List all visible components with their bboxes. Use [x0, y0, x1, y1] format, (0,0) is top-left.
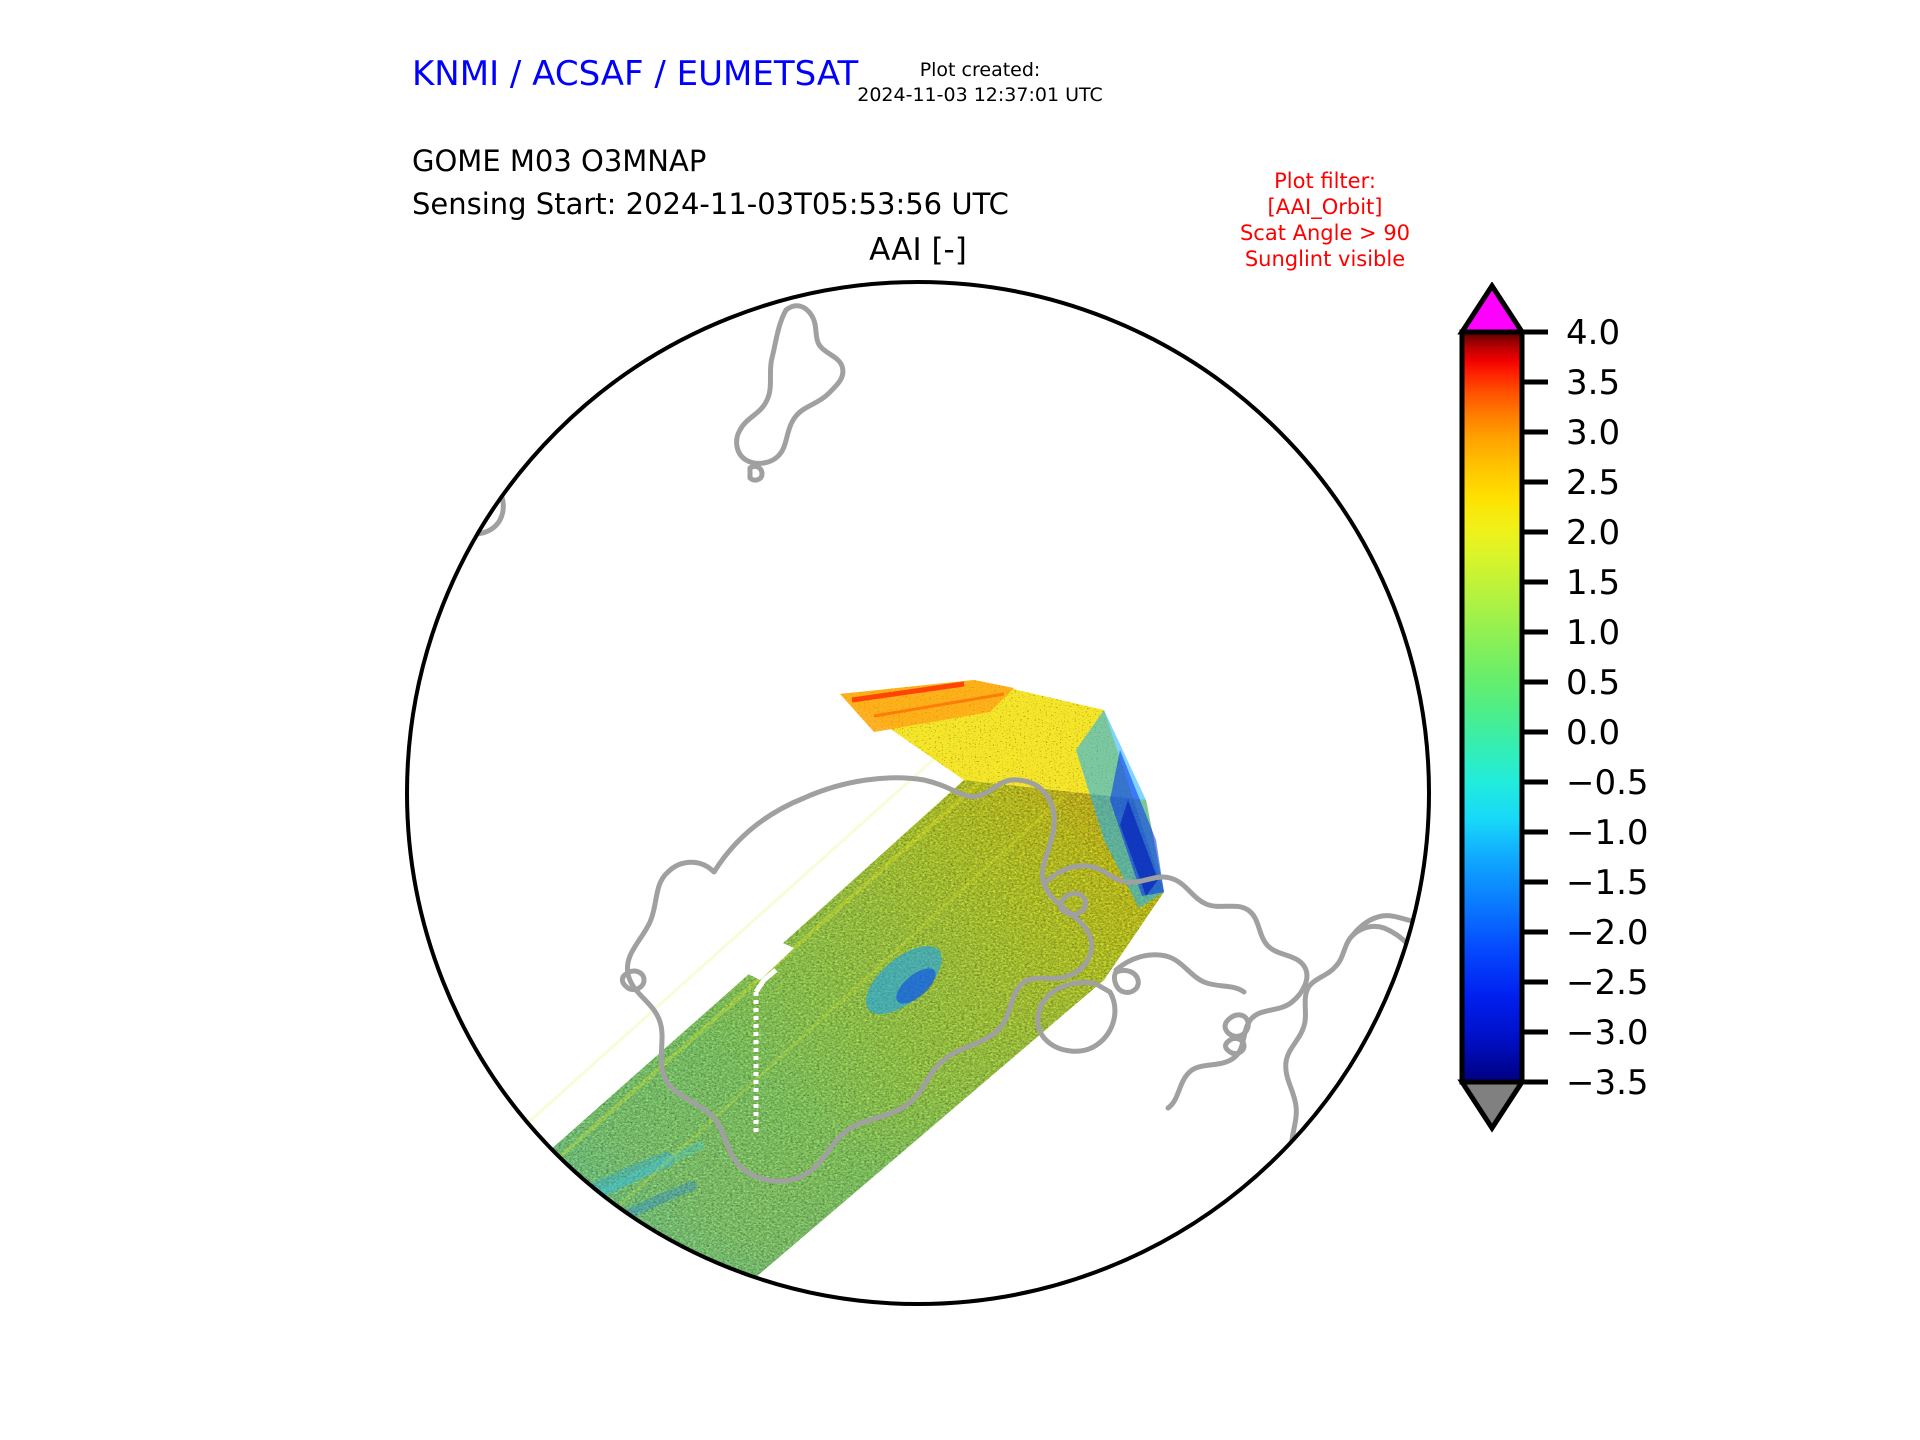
colorbar-gradient	[1459, 329, 1525, 1085]
colorbar-tick-label: −2.0	[1566, 913, 1649, 953]
colorbar-tick-label: 2.0	[1566, 513, 1620, 553]
page-title: AAI [-]	[869, 232, 967, 268]
data-swath	[434, 680, 1164, 1304]
sensing-start: Sensing Start: 2024-11-03T05:53:56 UTC	[412, 187, 1009, 221]
colorbar-tick-label: −3.0	[1566, 1013, 1649, 1053]
plot-filter-line-1: [AAI_Orbit]	[1267, 195, 1383, 219]
organisation-title: KNMI / ACSAF / EUMETSAT	[412, 54, 859, 94]
swath-blue-edge	[1076, 710, 1164, 908]
map-boundary-circle	[405, 280, 1431, 1306]
plot-filter-line-3: Sunglint visible	[1244, 247, 1406, 271]
colorbar-tick-label: 3.5	[1566, 363, 1620, 403]
colorbar-tick-label: −1.0	[1566, 813, 1649, 853]
colorbar-tick-label: −0.5	[1566, 763, 1649, 803]
colorbar-tick-label: 1.0	[1566, 613, 1620, 653]
colorbar-tick-label: −3.5	[1566, 1063, 1649, 1103]
colorbar-tick-label: 3.0	[1566, 413, 1620, 453]
colorbar-under-arrow	[1457, 1079, 1527, 1133]
colorbar-tick-label: 0.5	[1566, 663, 1620, 703]
colorbar-tick-label: 0.0	[1566, 713, 1620, 753]
colorbar-ticks	[1522, 329, 1548, 1085]
plot-filter-block: Plot filter: [AAI_Orbit] Scat Angle > 90…	[1180, 168, 1470, 272]
colorbar-tick-label: 2.5	[1566, 463, 1620, 503]
plot-created-label: Plot created:	[919, 59, 1041, 81]
colorbar-tick-label: 4.0	[1566, 313, 1620, 353]
colorbar: 4.0 3.5 3.0 2.5 2.0 1.5 1.0 0.5 0.0 −0.5…	[1430, 282, 1750, 1322]
plot-filter-line-2: Scat Angle > 90	[1239, 221, 1411, 245]
plot-created-timestamp: 2024-11-03 12:37:01 UTC	[857, 84, 1103, 106]
colorbar-tick-label: −1.5	[1566, 863, 1649, 903]
colorbar-tick-labels: 4.0 3.5 3.0 2.5 2.0 1.5 1.0 0.5 0.0 −0.5…	[1566, 313, 1649, 1103]
plot-filter-line-0: Plot filter:	[1274, 169, 1376, 193]
colorbar-tick-label: 1.5	[1566, 563, 1620, 603]
plot-created-block: Plot created: 2024-11-03 12:37:01 UTC	[800, 58, 1160, 108]
map-canvas	[404, 280, 1432, 1306]
product-name: GOME M03 O3MNAP	[412, 144, 707, 178]
product-info-block: GOME M03 O3MNAP Sensing Start: 2024-11-0…	[412, 140, 1009, 226]
colorbar-tick-label: −2.5	[1566, 963, 1649, 1003]
